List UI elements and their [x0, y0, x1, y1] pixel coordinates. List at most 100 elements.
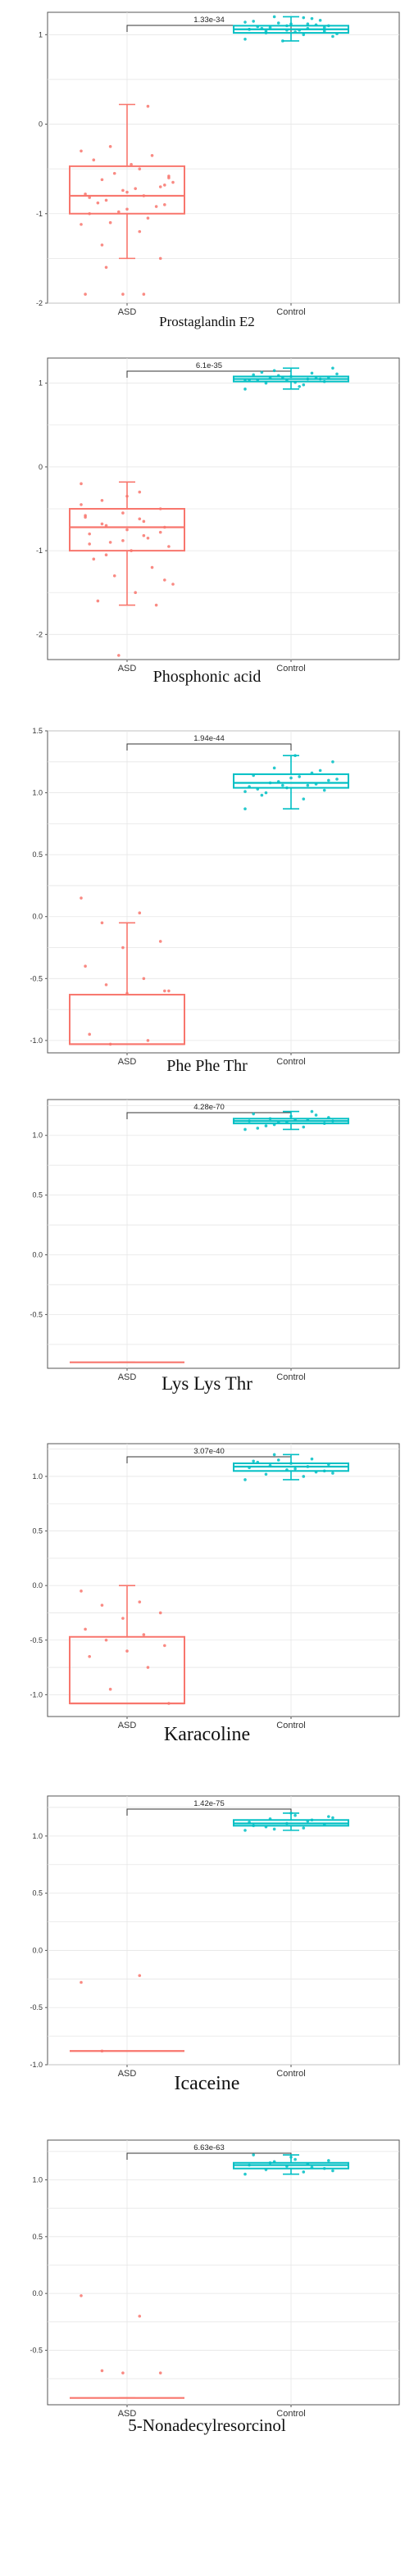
data-point — [158, 507, 162, 510]
data-point — [130, 162, 133, 166]
data-point — [134, 591, 137, 595]
data-point — [84, 514, 87, 517]
data-point — [264, 1124, 268, 1127]
x-tick-label-control: Control — [276, 1721, 305, 1730]
data-point — [100, 498, 104, 502]
data-point — [256, 1127, 260, 1130]
x-tick-label-control: Control — [276, 2069, 305, 2079]
data-point — [331, 1816, 334, 1820]
data-point — [310, 1818, 314, 1822]
box-control — [233, 1812, 349, 1832]
data-point — [327, 2159, 330, 2162]
y-tick-label: 0.0 — [32, 1251, 43, 1259]
data-point — [121, 511, 125, 515]
y-tick-label: 0 — [39, 463, 43, 471]
data-point — [100, 921, 104, 925]
data-point — [289, 2155, 293, 2159]
data-point — [335, 32, 339, 36]
data-point — [100, 2049, 104, 2053]
data-point — [88, 542, 91, 546]
data-point — [150, 565, 154, 569]
data-point — [138, 911, 142, 914]
data-point — [335, 372, 339, 376]
data-point — [289, 1114, 293, 1118]
data-point — [302, 1125, 306, 1129]
y-tick-label: -0.5 — [30, 1310, 43, 1318]
x-tick-label-asd: ASD — [118, 2069, 137, 2079]
data-point — [264, 1472, 268, 1476]
data-point — [327, 1116, 330, 1119]
y-tick-label: 1.0 — [32, 2176, 43, 2184]
data-point — [108, 145, 112, 148]
box-control — [233, 366, 349, 391]
data-point — [138, 1600, 142, 1603]
x-tick-label-asd: ASD — [118, 1057, 137, 1067]
y-tick-label: 0.5 — [32, 1889, 43, 1898]
p-value-label: 1.94e-44 — [193, 734, 225, 743]
data-point — [285, 1468, 289, 1472]
data-point — [331, 1119, 334, 1123]
y-tick-label: 0.5 — [32, 2233, 43, 2241]
data-point — [331, 760, 334, 764]
data-point — [125, 494, 129, 498]
data-point — [306, 2162, 310, 2166]
data-point — [272, 1827, 276, 1831]
data-point — [289, 374, 293, 379]
data-point — [252, 20, 255, 23]
data-point — [289, 22, 293, 26]
data-point — [306, 1465, 310, 1468]
p-value-label: 3.07e-40 — [193, 1447, 225, 1456]
data-point — [154, 603, 158, 607]
data-point — [243, 20, 247, 24]
plot-area — [47, 730, 400, 1054]
box-asd — [69, 896, 185, 1046]
data-point — [293, 380, 297, 384]
p-value-label: 6.1e-35 — [196, 361, 222, 370]
data-point — [272, 15, 276, 19]
chart-title: 5-Nonadecylresorcinol — [128, 2415, 286, 2435]
data-point — [272, 2160, 276, 2164]
plot-area — [47, 2139, 400, 2406]
data-point — [138, 229, 142, 234]
data-point — [256, 787, 260, 791]
data-point — [158, 256, 162, 261]
data-point — [293, 754, 297, 758]
data-point — [171, 583, 175, 586]
x-tick-label-control: Control — [276, 1372, 305, 1382]
chart-svg: -2 -1 0 1 ASD Control 6.1e-35 — [36, 357, 400, 673]
data-point — [138, 490, 142, 494]
box-control — [233, 754, 349, 811]
data-point — [256, 25, 260, 29]
y-tick-label: 0.0 — [32, 913, 43, 921]
data-point — [163, 1644, 166, 1648]
data-point — [121, 293, 125, 296]
data-point — [264, 381, 268, 385]
y-tick-label: 1.0 — [32, 1132, 43, 1140]
data-point — [248, 785, 251, 788]
data-point — [167, 175, 171, 178]
data-point — [158, 2371, 162, 2374]
data-point — [327, 778, 330, 782]
data-point — [327, 24, 330, 28]
p-value-label: 1.42e-75 — [193, 1799, 225, 1808]
plot-area — [47, 11, 400, 304]
y-tick-label: 0.0 — [32, 1581, 43, 1590]
data-point — [306, 26, 310, 30]
data-point — [138, 517, 142, 521]
box-asd — [69, 103, 185, 296]
data-point — [142, 519, 146, 524]
data-point — [260, 793, 264, 797]
data-point — [80, 2294, 83, 2297]
data-point — [80, 223, 83, 226]
data-point — [293, 1467, 297, 1471]
data-point — [104, 1638, 108, 1642]
data-point — [243, 790, 247, 793]
data-point — [158, 185, 162, 188]
data-point — [88, 532, 91, 536]
data-point — [272, 1453, 276, 1457]
data-point — [285, 29, 289, 32]
chart-panel-phe-phe-thr: -1.0 -0.5 0.0 0.5 1.0 1.5 ASD Control 1.94e-44 Ph… — [0, 721, 414, 1083]
data-point — [281, 375, 284, 379]
data-point — [293, 30, 297, 34]
chart-panel-phosphonic-acid: -2 -1 0 1 ASD Control 6.1e-35 Phosphonic acid — [0, 348, 414, 694]
